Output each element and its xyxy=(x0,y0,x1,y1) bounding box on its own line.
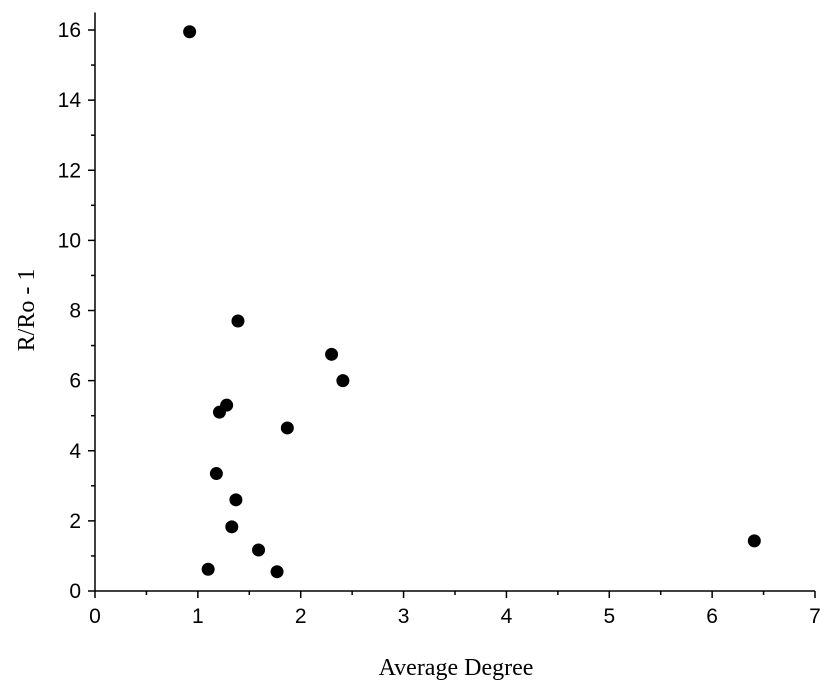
x-tick-label: 1 xyxy=(192,605,204,628)
y-axis-title: R/Ro - 1 xyxy=(14,269,40,352)
data-point xyxy=(325,347,339,361)
x-tick-label: 4 xyxy=(501,605,513,628)
x-tick-label: 2 xyxy=(295,605,307,628)
y-tick-label: 12 xyxy=(58,159,81,182)
data-point xyxy=(280,421,294,435)
x-axis-title: Average Degree xyxy=(379,655,534,681)
data-point xyxy=(336,374,350,388)
data-point xyxy=(231,314,245,328)
data-point xyxy=(270,565,284,579)
data-point xyxy=(201,562,215,576)
y-tick-label: 8 xyxy=(69,300,81,323)
axes xyxy=(94,12,815,592)
y-tick-label: 2 xyxy=(69,510,81,533)
y-tick-label: 4 xyxy=(69,440,81,463)
data-point xyxy=(209,467,223,481)
x-tick-label: 5 xyxy=(603,605,615,628)
x-tick-label: 3 xyxy=(398,605,410,628)
data-point xyxy=(212,405,226,419)
data-point xyxy=(183,25,197,39)
y-tick-label: 0 xyxy=(69,580,81,603)
data-point xyxy=(747,534,761,548)
y-tick-label: 10 xyxy=(58,229,81,252)
x-tick-label: 0 xyxy=(89,605,101,628)
y-tick-label: 14 xyxy=(58,89,82,112)
data-point xyxy=(252,543,266,557)
data-point xyxy=(229,493,243,507)
data-point xyxy=(225,520,239,534)
y-tick-label: 6 xyxy=(69,370,81,393)
ticks xyxy=(88,29,816,598)
data-points xyxy=(183,25,761,579)
x-tick-label: 6 xyxy=(706,605,718,628)
x-tick-label: 7 xyxy=(809,605,821,628)
y-tick-label: 16 xyxy=(58,19,81,42)
